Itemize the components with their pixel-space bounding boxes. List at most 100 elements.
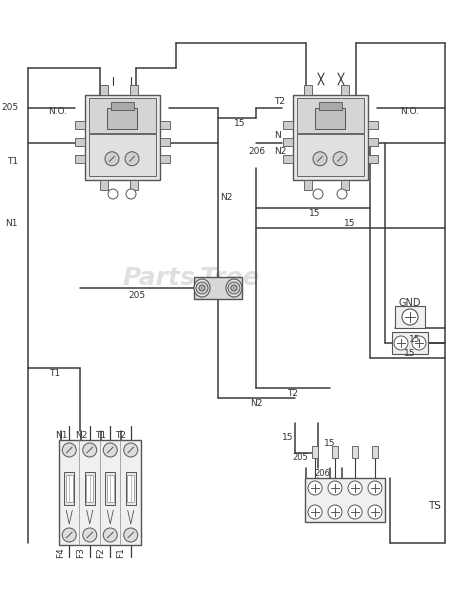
Circle shape [199, 285, 205, 291]
Bar [85, 471, 95, 505]
Text: 15: 15 [344, 219, 356, 228]
Bar [341, 85, 349, 95]
Text: Tree: Tree [200, 266, 261, 290]
Bar [305, 478, 385, 522]
Circle shape [125, 152, 139, 166]
Text: T2: T2 [274, 97, 285, 106]
Text: 205: 205 [292, 453, 308, 462]
Bar [160, 121, 170, 129]
Bar [107, 475, 114, 502]
Bar [304, 85, 312, 95]
Circle shape [83, 443, 97, 457]
Text: 15: 15 [309, 209, 321, 218]
Text: 205: 205 [1, 103, 18, 112]
Text: N2: N2 [250, 399, 262, 408]
Bar [111, 102, 134, 110]
Ellipse shape [194, 279, 210, 297]
Circle shape [368, 481, 382, 495]
Text: N2: N2 [75, 432, 87, 441]
Text: TS: TS [428, 501, 441, 511]
Bar [319, 102, 342, 110]
Circle shape [124, 528, 138, 542]
Bar [86, 475, 93, 502]
Bar [160, 138, 170, 146]
Bar [130, 85, 138, 95]
Circle shape [62, 528, 76, 542]
Text: N.O.: N.O. [401, 106, 419, 115]
Bar [283, 121, 293, 129]
Bar [395, 306, 425, 328]
Circle shape [126, 189, 136, 199]
Circle shape [328, 481, 342, 495]
Bar [293, 95, 368, 180]
Text: 206: 206 [248, 147, 265, 155]
Text: N: N [274, 132, 281, 141]
Bar [89, 97, 156, 133]
Text: 15: 15 [234, 120, 246, 129]
Bar [297, 133, 364, 176]
Text: T1: T1 [49, 370, 61, 379]
Circle shape [348, 505, 362, 519]
Circle shape [83, 528, 97, 542]
Text: 15: 15 [404, 349, 416, 358]
Circle shape [348, 481, 362, 495]
Text: 15: 15 [282, 432, 294, 441]
Bar [316, 108, 346, 129]
Bar [297, 97, 364, 133]
Text: 15: 15 [409, 334, 421, 343]
Bar [341, 180, 349, 190]
Text: 15: 15 [324, 438, 336, 447]
Text: N1: N1 [55, 432, 67, 441]
Bar [194, 277, 242, 299]
Circle shape [412, 336, 426, 350]
Text: T2: T2 [288, 389, 299, 398]
Circle shape [313, 189, 323, 199]
Text: 205: 205 [128, 291, 146, 300]
Circle shape [228, 282, 240, 294]
Circle shape [124, 443, 138, 457]
Bar [283, 138, 293, 146]
Bar [100, 85, 108, 95]
Bar [75, 138, 85, 146]
Bar [126, 471, 136, 505]
Bar [368, 138, 378, 146]
Bar [368, 155, 378, 163]
Bar [64, 471, 74, 505]
Text: N.O.: N.O. [48, 106, 68, 115]
Text: F2: F2 [97, 548, 106, 559]
Circle shape [108, 189, 118, 199]
Circle shape [333, 152, 347, 166]
Text: F1: F1 [117, 548, 126, 559]
Circle shape [62, 443, 76, 457]
Bar [130, 180, 138, 190]
Circle shape [394, 336, 408, 350]
Bar [368, 121, 378, 129]
Bar [160, 155, 170, 163]
Circle shape [313, 152, 327, 166]
Bar [66, 475, 73, 502]
Circle shape [402, 309, 418, 325]
Bar [304, 180, 312, 190]
Bar [75, 155, 85, 163]
Bar [85, 95, 160, 180]
Bar [352, 446, 358, 458]
Bar [75, 121, 85, 129]
Text: F4: F4 [56, 548, 65, 559]
Text: 206: 206 [314, 468, 330, 477]
Bar [283, 155, 293, 163]
Text: T2: T2 [116, 432, 127, 441]
Text: GND: GND [399, 298, 421, 308]
Circle shape [231, 285, 237, 291]
Text: Parts: Parts [122, 266, 195, 290]
Ellipse shape [226, 279, 242, 297]
Bar [59, 440, 141, 545]
Text: N2: N2 [220, 194, 232, 203]
Circle shape [308, 481, 322, 495]
Bar [127, 475, 134, 502]
Circle shape [308, 505, 322, 519]
Text: N2: N2 [274, 147, 286, 155]
Text: T1: T1 [95, 432, 107, 441]
Bar [108, 108, 137, 129]
Bar [312, 446, 318, 458]
Circle shape [196, 282, 208, 294]
